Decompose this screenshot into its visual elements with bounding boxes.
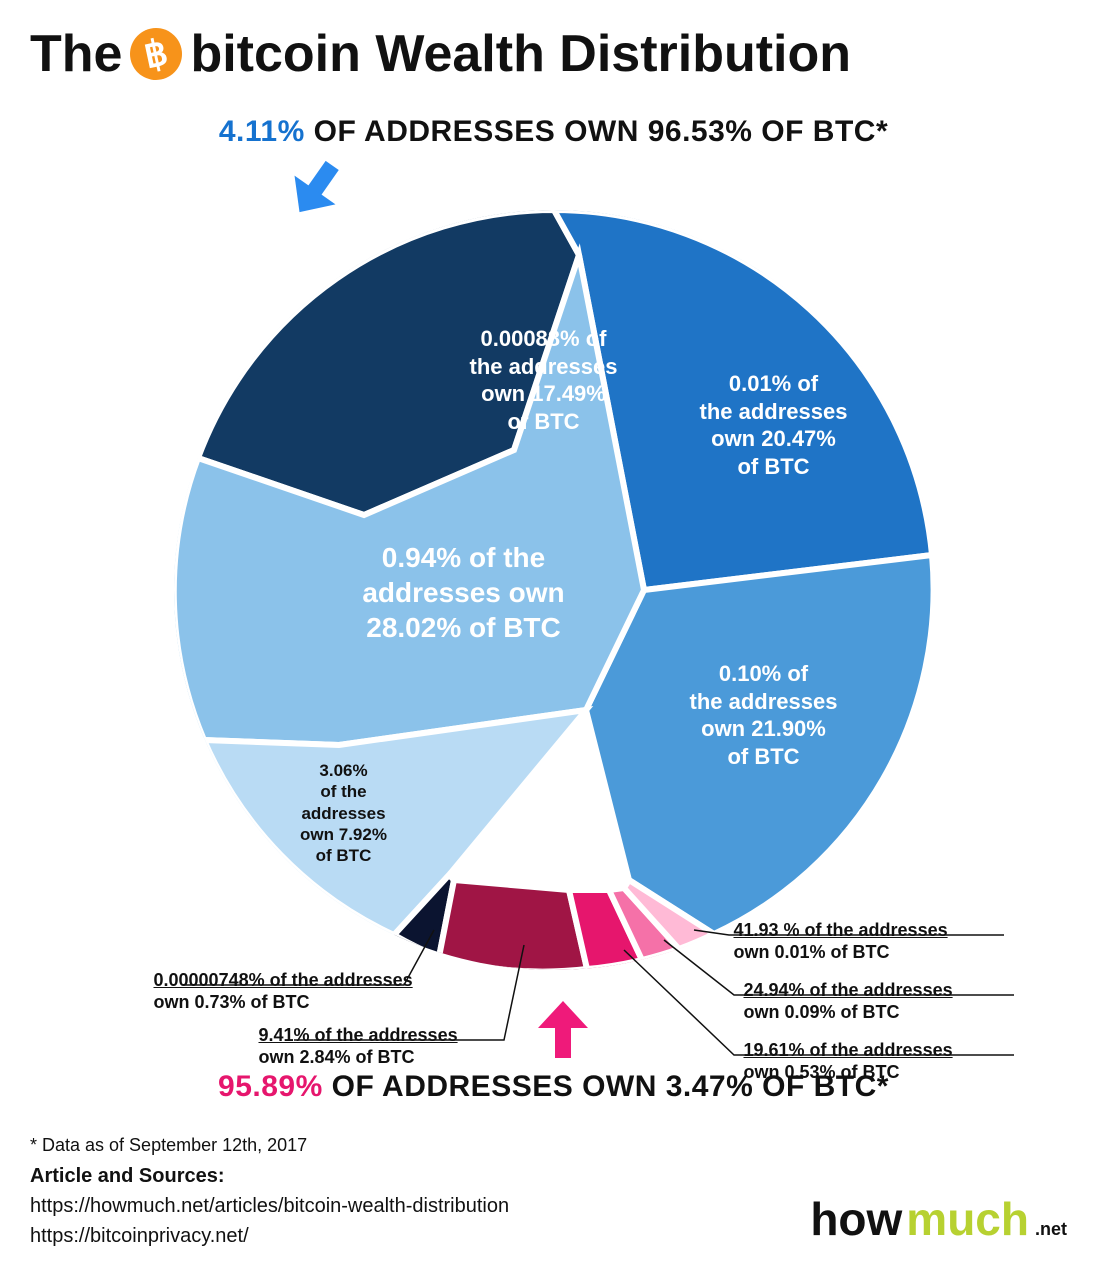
arrow-up-icon xyxy=(528,993,598,1063)
segment-label-s2: 0.01% ofthe addressesown 20.47%of BTC xyxy=(644,370,904,480)
segment-s2-btc-pct: 20.47% xyxy=(761,426,836,451)
bitcoin-logo-icon: ฿ xyxy=(126,23,188,85)
segment-s5-btc-pct: 7.92% xyxy=(339,825,387,844)
footnote: * Data as of September 12th, 2017 xyxy=(30,1135,307,1156)
segment-s3-btc-pct: 21.90% xyxy=(751,716,826,741)
segment-s2-addr-pct: 0.01% xyxy=(729,371,791,396)
brand-how: how xyxy=(810,1192,902,1246)
callout-s6-line1: 0.00000748% of the addresses xyxy=(154,970,413,990)
page-title: The ฿ bitcoin Wealth Distribution xyxy=(30,24,851,84)
segment-label-s4: 0.94% of theaddresses own28.02% of BTC xyxy=(294,540,634,645)
brand-much: much xyxy=(906,1192,1029,1246)
segment-s1-btc-pct: 17.49% xyxy=(531,381,606,406)
sources-heading: Article and Sources: xyxy=(30,1165,225,1188)
callout-s7-line2: own 2.84% of BTC xyxy=(259,1047,415,1067)
segment-s3-addr-pct: 0.10% xyxy=(719,661,781,686)
callout-s6: 0.00000748% of the addressesown 0.73% of… xyxy=(154,970,454,1013)
segment-label-s5: 3.06%of theaddressesown 7.92%of BTC xyxy=(269,760,419,866)
brand-logo: howmuch .net xyxy=(810,1192,1067,1246)
chart-segment-s7 xyxy=(439,880,587,972)
distribution-chart: ₿ 0.00088% ofthe addressesown 17.49%of B… xyxy=(174,210,934,970)
segment-label-s1: 0.00088% ofthe addressesown 17.49%of BTC xyxy=(424,325,664,435)
callout-s8-line1: 19.61% of the addresses xyxy=(744,1040,953,1060)
source-link-1: https://howmuch.net/articles/bitcoin-wea… xyxy=(30,1195,509,1218)
callout-s10-line1: 41.93 % of the addresses xyxy=(734,920,948,940)
top-headline: 4.11% OF ADDRESSES OWN 96.53% OF BTC* xyxy=(0,115,1107,149)
callout-s10-line2: own 0.01% of BTC xyxy=(734,942,890,962)
callout-s6-line2: own 0.73% of BTC xyxy=(154,992,310,1012)
segment-s5-addr-pct: 3.06% xyxy=(319,761,367,780)
top-headline-rest: OF ADDRESSES OWN 96.53% OF BTC* xyxy=(314,115,888,148)
source-link-2: https://bitcoinprivacy.net/ xyxy=(30,1225,249,1248)
callout-s9-line2: own 0.09% of BTC xyxy=(744,1002,900,1022)
callout-s9-line1: 24.94% of the addresses xyxy=(744,980,953,1000)
callout-s10: 41.93 % of the addressesown 0.01% of BTC xyxy=(734,920,1014,963)
segment-label-s3: 0.10% ofthe addressesown 21.90%of BTC xyxy=(634,660,894,770)
segment-s4-btc-pct: 28.02% xyxy=(366,612,461,643)
brand-suffix: .net xyxy=(1035,1219,1067,1240)
callout-s7-line1: 9.41% of the addresses xyxy=(259,1025,458,1045)
title-rest: bitcoin Wealth Distribution xyxy=(190,24,851,84)
callout-s9: 24.94% of the addressesown 0.09% of BTC xyxy=(744,980,1024,1023)
segment-s1-addr-pct: 0.00088% xyxy=(481,326,580,351)
bottom-headline-percent: 95.89% xyxy=(218,1070,323,1103)
bottom-headline: 95.89% OF ADDRESSES OWN 3.47% OF BTC* xyxy=(0,1070,1107,1104)
title-prefix: The xyxy=(30,24,122,84)
segment-s4-addr-pct: 0.94% xyxy=(382,542,461,573)
top-headline-percent: 4.11% xyxy=(219,115,305,148)
bottom-headline-rest: OF ADDRESSES OWN 3.47% OF BTC* xyxy=(332,1070,889,1103)
callout-s7: 9.41% of the addressesown 2.84% of BTC xyxy=(259,1025,559,1068)
